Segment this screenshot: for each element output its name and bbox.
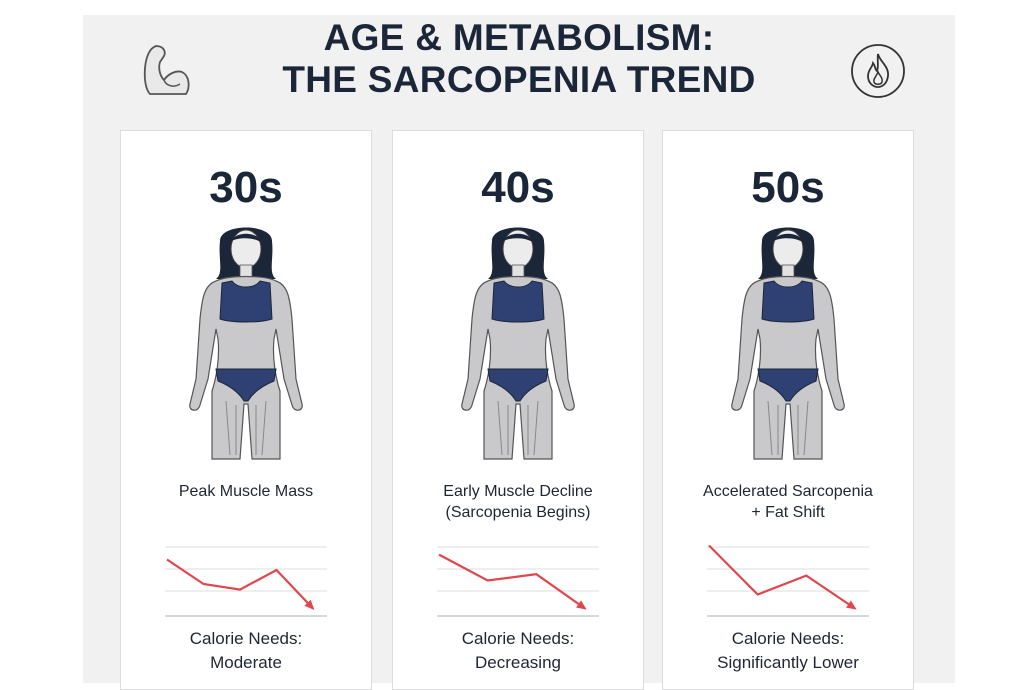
caption-line-1: Peak Muscle Mass bbox=[178, 483, 314, 500]
age-label: 40s bbox=[481, 163, 555, 212]
stage-caption: Accelerated Sarcopenia + Fat Shift bbox=[663, 481, 913, 523]
trend-arrowhead bbox=[576, 600, 587, 610]
title-line-2: THE SARCOPENIA TREND bbox=[282, 59, 756, 100]
caption-line-1: Early Muscle Decline bbox=[443, 483, 593, 500]
calorie-value: Moderate bbox=[210, 653, 282, 672]
calorie-label: Calorie Needs: bbox=[731, 629, 845, 648]
trend-chart bbox=[437, 546, 599, 617]
body-figure bbox=[461, 227, 575, 460]
flexed-arm-icon bbox=[143, 45, 190, 95]
trend-arrowhead bbox=[304, 599, 315, 610]
flame-icon bbox=[851, 44, 905, 98]
card-30s: 30s Peak Muscle Mass Calorie Needs: Mode… bbox=[120, 130, 372, 690]
trend-chart bbox=[707, 544, 869, 617]
page-title: AGE & METABOLISM: THE SARCOPENIA TREND bbox=[83, 17, 955, 101]
body-figure bbox=[731, 227, 845, 460]
trend-arrowhead bbox=[846, 600, 857, 610]
calorie-value: Significantly Lower bbox=[717, 653, 859, 672]
calorie-label: Calorie Needs: bbox=[461, 629, 575, 648]
stage-caption: Early Muscle Decline (Sarcopenia Begins) bbox=[393, 481, 643, 523]
age-label: 30s bbox=[209, 163, 283, 212]
infographic-panel: AGE & METABOLISM: THE SARCOPENIA TREND 3… bbox=[83, 15, 955, 690]
trend-line bbox=[166, 558, 314, 610]
title-line-1: AGE & METABOLISM: bbox=[323, 17, 715, 58]
trend-chart bbox=[165, 546, 327, 617]
card-40s: 40s Early Muscle Decline (Sarcopenia Beg… bbox=[392, 130, 644, 690]
trend-line bbox=[708, 544, 856, 610]
card-50s: 50s Accelerated Sarcopenia + Fat Shift C… bbox=[662, 130, 914, 690]
age-label: 50s bbox=[751, 163, 825, 212]
body-figure bbox=[189, 227, 303, 460]
trend-line bbox=[438, 553, 586, 610]
stage-caption: Peak Muscle Mass bbox=[121, 481, 371, 502]
calorie-needs: Calorie Needs: Significantly Lower bbox=[663, 627, 913, 675]
caption-line-1: Accelerated Sarcopenia bbox=[703, 483, 873, 500]
calorie-label: Calorie Needs: bbox=[189, 629, 303, 648]
calorie-value: Decreasing bbox=[475, 653, 561, 672]
calorie-needs: Calorie Needs: Moderate bbox=[121, 627, 371, 675]
caption-line-2: (Sarcopenia Begins) bbox=[445, 504, 591, 521]
calorie-needs: Calorie Needs: Decreasing bbox=[393, 627, 643, 675]
caption-line-2: + Fat Shift bbox=[751, 504, 825, 521]
